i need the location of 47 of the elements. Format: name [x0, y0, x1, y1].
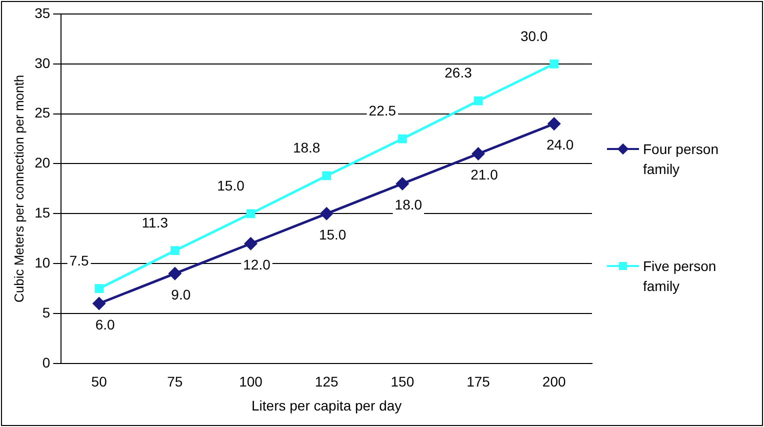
point — [548, 118, 560, 130]
point — [322, 171, 332, 180]
data-label: 18.0 — [394, 196, 422, 213]
point — [550, 59, 559, 68]
data-label: 24.0 — [546, 136, 574, 153]
x-axis-title: Liters per capita per day — [251, 397, 402, 414]
x-tick-label: 100 — [239, 374, 263, 390]
x-tick-label: 175 — [466, 374, 490, 390]
y-axis-title: Cubic Meters per connection per month — [11, 74, 26, 303]
point — [246, 209, 256, 218]
point — [398, 134, 407, 144]
data-label: 9.0 — [171, 286, 191, 302]
point — [94, 284, 104, 293]
x-tick-label: 200 — [542, 374, 566, 390]
data-label: 7.5 — [69, 252, 90, 268]
x-tick-label: 75 — [167, 374, 183, 390]
y-tick-label: 15 — [34, 204, 50, 221]
y-tick-label: 25 — [34, 104, 50, 121]
y-tick-label: 30 — [34, 54, 50, 71]
data-label: 11.3 — [142, 214, 168, 230]
point — [92, 297, 106, 310]
data-label: 22.5 — [368, 102, 396, 119]
data-label: 30.0 — [520, 28, 548, 44]
y-tick-label: 10 — [34, 254, 50, 270]
y-tick-label: 0 — [42, 354, 50, 370]
data-label: 12.0 — [243, 256, 271, 272]
data-label: 18.8 — [292, 140, 320, 156]
y-tick-label: 35 — [34, 4, 50, 21]
y-tick-label: 20 — [34, 154, 50, 171]
legend-label: Five person family — [643, 257, 718, 296]
point — [396, 177, 409, 190]
x-tick-label: 50 — [91, 374, 108, 390]
point — [244, 237, 258, 250]
y-tick-label: 5 — [42, 304, 50, 320]
point — [474, 96, 483, 106]
data-label: 21.0 — [470, 166, 498, 183]
data-label: 6.0 — [95, 316, 116, 332]
x-tick-label: 125 — [314, 374, 338, 390]
data-label: 15.0 — [217, 178, 245, 194]
x-tick-label: 150 — [390, 374, 414, 390]
point — [320, 207, 333, 220]
legend-label: Four person family — [643, 140, 720, 179]
point — [170, 246, 180, 256]
point — [472, 148, 484, 160]
data-label: 26.3 — [444, 64, 472, 81]
data-label: 15.0 — [318, 226, 346, 243]
point — [168, 267, 182, 280]
